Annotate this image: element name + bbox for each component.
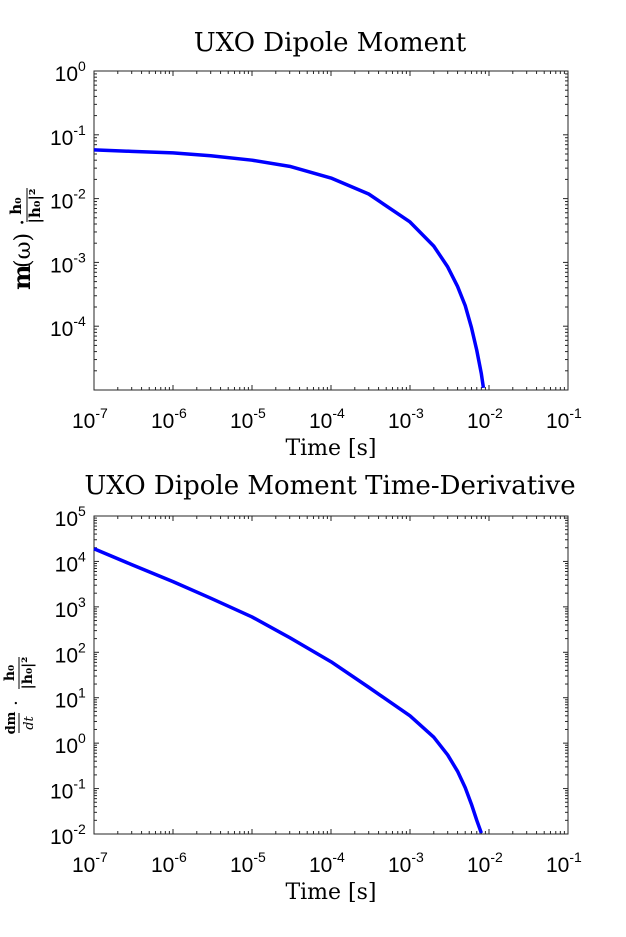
chart-bottom: UXO Dipole Moment Time-Derivative 10-7 10… [2,471,582,905]
x-tick-label: 10-1 [546,849,582,877]
y-tick-label: 10-4 [50,313,86,341]
series-line [93,148,486,389]
x-tick-label: 10-5 [230,849,266,877]
axis-ticks [93,70,569,391]
x-tick-label: 10-4 [309,405,345,433]
series-line [93,547,483,834]
svg-text:h₀: h₀ [2,665,18,681]
axes-box [93,515,569,835]
x-tick-label: 10-2 [467,849,503,877]
y-tick-label: 103 [55,594,86,622]
x-axis-label: Time [s] [285,880,376,905]
y-tick-label: 10-2 [50,821,86,849]
y-tick-label: 105 [55,503,86,531]
chart-title: UXO Dipole Moment Time-Derivative [84,471,575,501]
y-tick-labels: 10-2 10-1 100 101 102 103 104 105 [50,503,86,849]
x-tick-label: 10-7 [72,849,108,877]
x-axis-label: Time [s] [285,436,376,461]
chart-title: UXO Dipole Moment [194,28,467,58]
svg-text:|h₀|²: |h₀|² [20,657,36,690]
svg-text:·: · [6,700,27,706]
y-tick-label: 10-3 [50,249,86,277]
svg-text:dm: dm [4,711,19,734]
svg-text:dt: dt [22,715,37,729]
y-axis-label: m (ω) · h₀ |h₀|² [7,188,44,290]
y-axis-label: dm dt · h₀ |h₀|² [2,657,37,735]
y-tick-label: 10-2 [50,186,86,214]
chart-top: UXO Dipole Moment 10-7 10-6 10-5 10-4 10-3 10… [7,28,582,461]
y-tick-label: 104 [55,548,86,576]
x-tick-label: 10-7 [72,405,108,433]
y-tick-label: 10-1 [50,776,86,804]
x-tick-labels: 10-7 10-6 10-5 10-4 10-3 10-2 10-1 [72,405,582,433]
x-tick-label: 10-6 [151,849,187,877]
axis-ticks [93,515,569,835]
x-tick-label: 10-3 [388,405,424,433]
x-tick-label: 10-1 [546,405,582,433]
x-tick-label: 10-5 [230,405,266,433]
x-tick-labels: 10-7 10-6 10-5 10-4 10-3 10-2 10-1 [72,849,582,877]
y-tick-label: 101 [55,685,86,713]
x-tick-label: 10-4 [309,849,345,877]
x-tick-label: 10-6 [151,405,187,433]
svg-text:|h₀|²: |h₀|² [26,189,44,224]
y-tick-label: 102 [55,639,86,667]
svg-text:(ω) ·: (ω) · [11,219,36,268]
y-tick-labels: 10-4 10-3 10-2 10-1 100 [50,58,86,341]
axes-box [93,70,569,391]
x-tick-label: 10-2 [467,405,503,433]
x-tick-label: 10-3 [388,849,424,877]
y-tick-label: 10-1 [50,122,86,150]
y-tick-label: 100 [55,58,86,86]
svg-text:h₀: h₀ [7,197,25,215]
svg-text:m: m [7,265,36,290]
y-tick-label: 100 [55,730,86,758]
